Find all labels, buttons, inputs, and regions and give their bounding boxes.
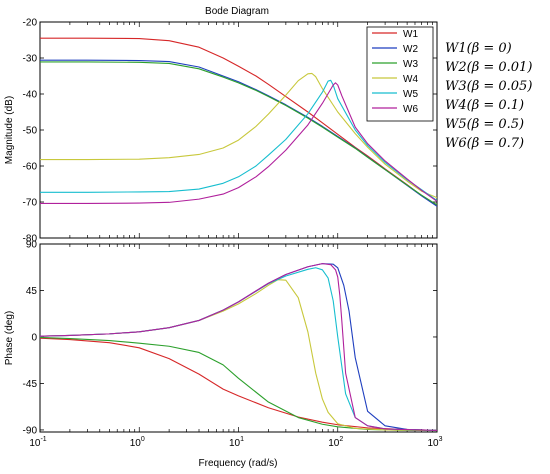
magnitude-series-w5 <box>40 79 437 202</box>
legend-label-w3: W3 <box>403 59 418 70</box>
legend-label-w2: W2 <box>403 44 418 55</box>
beta-annotation: W3(β = 0.05) <box>445 79 532 94</box>
xtick-base: 10 <box>229 438 241 449</box>
phase-xtick-label: 102 <box>328 436 343 449</box>
magnitude-x-ticks <box>39 22 433 238</box>
phase-axes <box>39 243 438 433</box>
magnitude-series-w4 <box>40 72 437 199</box>
legend-label-w6: W6 <box>403 104 418 115</box>
phase-ylabel: Phase (deg) <box>4 311 15 365</box>
legend-label-w1: W1 <box>403 29 418 40</box>
magnitude-series <box>40 37 437 207</box>
beta-annotations: W1(β = 0) W2(β = 0.01) W3(β = 0.05) W4(β = … <box>445 41 532 151</box>
magnitude-ytick-label: -80 <box>23 234 38 245</box>
xtick-exponent: -1 <box>40 436 46 443</box>
phase-ytick-label: -90 <box>23 425 38 436</box>
xtick-base: 10 <box>328 438 340 449</box>
phase-xtick-label: 100 <box>130 436 145 449</box>
magnitude-ytick-label: -50 <box>23 126 38 137</box>
phase-series <box>40 263 437 432</box>
phase-ytick-label: 0 <box>31 332 37 343</box>
phase-y-ticks: 90 45 0 -45 -90 <box>23 240 437 436</box>
magnitude-series-w1 <box>40 37 437 207</box>
magnitude-ytick-label: -20 <box>23 18 38 29</box>
xtick-exponent: 2 <box>339 436 343 443</box>
chart-title: Bode Diagram <box>205 6 269 17</box>
xtick-exponent: 1 <box>240 436 244 443</box>
magnitude-y-ticks: -20 -30 -40 -50 -60 -70 -80 <box>23 18 437 245</box>
beta-annotation: W1(β = 0) <box>445 41 512 56</box>
xtick-base: 10 <box>130 438 142 449</box>
legend-label-w5: W5 <box>403 89 418 100</box>
magnitude-series-w6 <box>40 82 437 204</box>
beta-annotation: W4(β = 0.1) <box>445 98 524 113</box>
phase-series-w6 <box>40 263 437 431</box>
legend: W1 W2 W3 W4 W5 W6 <box>366 26 434 122</box>
phase-ytick-label: 45 <box>26 286 38 297</box>
phase-xtick-label: 10-1 <box>29 436 46 449</box>
magnitude-ytick-label: -40 <box>23 90 38 101</box>
magnitude-ylabel: Magnitude (dB) <box>4 96 15 164</box>
xtick-exponent: 0 <box>141 436 145 443</box>
beta-annotation: W2(β = 0.01) <box>445 60 532 75</box>
legend-label-w4: W4 <box>403 74 418 85</box>
beta-annotation: W6(β = 0.7) <box>445 136 524 151</box>
frequency-xlabel: Frequency (rad/s) <box>199 458 278 469</box>
xtick-exponent: 3 <box>439 436 443 443</box>
phase-xtick-label: 103 <box>427 436 442 449</box>
phase-xtick-label: 101 <box>229 436 244 449</box>
phase-ytick-label: 90 <box>26 240 38 251</box>
phase-ytick-label: -45 <box>23 379 38 390</box>
beta-annotation: W5(β = 0.5) <box>445 117 524 132</box>
magnitude-ytick-label: -30 <box>23 54 38 65</box>
xtick-base: 10 <box>29 438 41 449</box>
xtick-base: 10 <box>427 438 439 449</box>
legend-box <box>366 26 434 122</box>
magnitude-ytick-label: -60 <box>23 162 38 173</box>
magnitude-series-w3 <box>40 61 437 206</box>
magnitude-ytick-label: -70 <box>23 198 38 209</box>
